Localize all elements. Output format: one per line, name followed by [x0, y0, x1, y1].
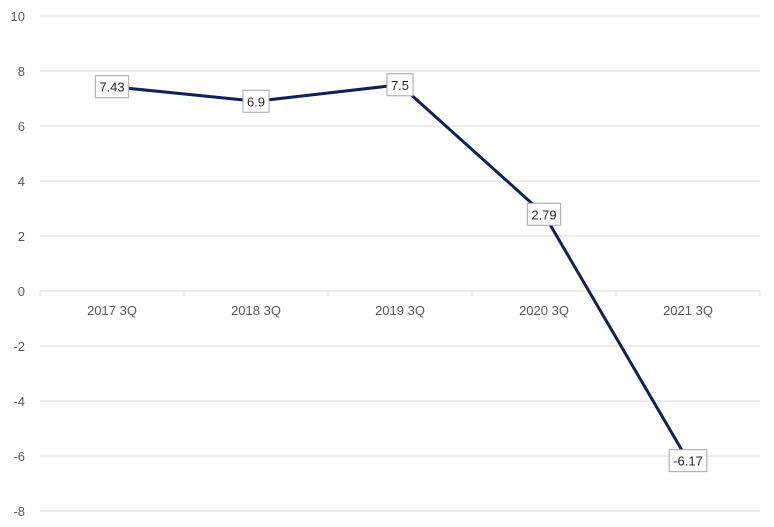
data-label-box	[94, 75, 130, 99]
x-tick-label: 2021 3Q	[663, 303, 713, 318]
y-tick-label: 4	[18, 174, 25, 189]
series-line-0	[110, 83, 690, 463]
data-label-text: 7.5	[391, 78, 409, 93]
y-tick-label: -4	[13, 394, 25, 409]
data-label-text: 6.9	[247, 94, 265, 109]
data-label-box	[668, 449, 708, 473]
x-tick-label: 2018 3Q	[231, 303, 281, 318]
data-label-text: -6.17	[673, 454, 703, 469]
data-label: 7.43	[94, 75, 130, 99]
y-tick-label: -2	[13, 339, 25, 354]
y-tick-label: 10	[11, 9, 25, 24]
data-label-text: 2.79	[531, 207, 556, 222]
data-labels: 7.43 6.9 7.5 2.79 -6.17	[94, 73, 708, 473]
y-axis: 10 8 6 4 2 0 -2 -4 -6 -8	[11, 9, 25, 519]
data-label: 6.9	[242, 89, 270, 113]
data-label: 2.79	[526, 202, 562, 226]
data-label-box	[386, 73, 414, 97]
y-tick-label: 0	[18, 284, 25, 299]
data-label-box	[526, 202, 562, 226]
data-label: -6.17	[668, 449, 708, 473]
y-tick-label: 2	[18, 229, 25, 244]
gridlines	[40, 15, 760, 512]
x-tick-label: 2017 3Q	[87, 303, 137, 318]
x-tick-label: 2019 3Q	[375, 303, 425, 318]
y-tick-label: 8	[18, 64, 25, 79]
data-label-box	[242, 89, 270, 113]
data-label: 7.5	[386, 73, 414, 97]
data-label-text: 7.43	[99, 80, 124, 95]
x-axis: 2017 3Q 2018 3Q 2019 3Q 2020 3Q 2021 3Q	[39, 291, 761, 318]
y-tick-label: -6	[13, 449, 25, 464]
y-tick-label: 6	[18, 119, 25, 134]
y-tick-label: -8	[13, 504, 25, 519]
series-group	[110, 83, 690, 463]
x-tick-label: 2020 3Q	[519, 303, 569, 318]
